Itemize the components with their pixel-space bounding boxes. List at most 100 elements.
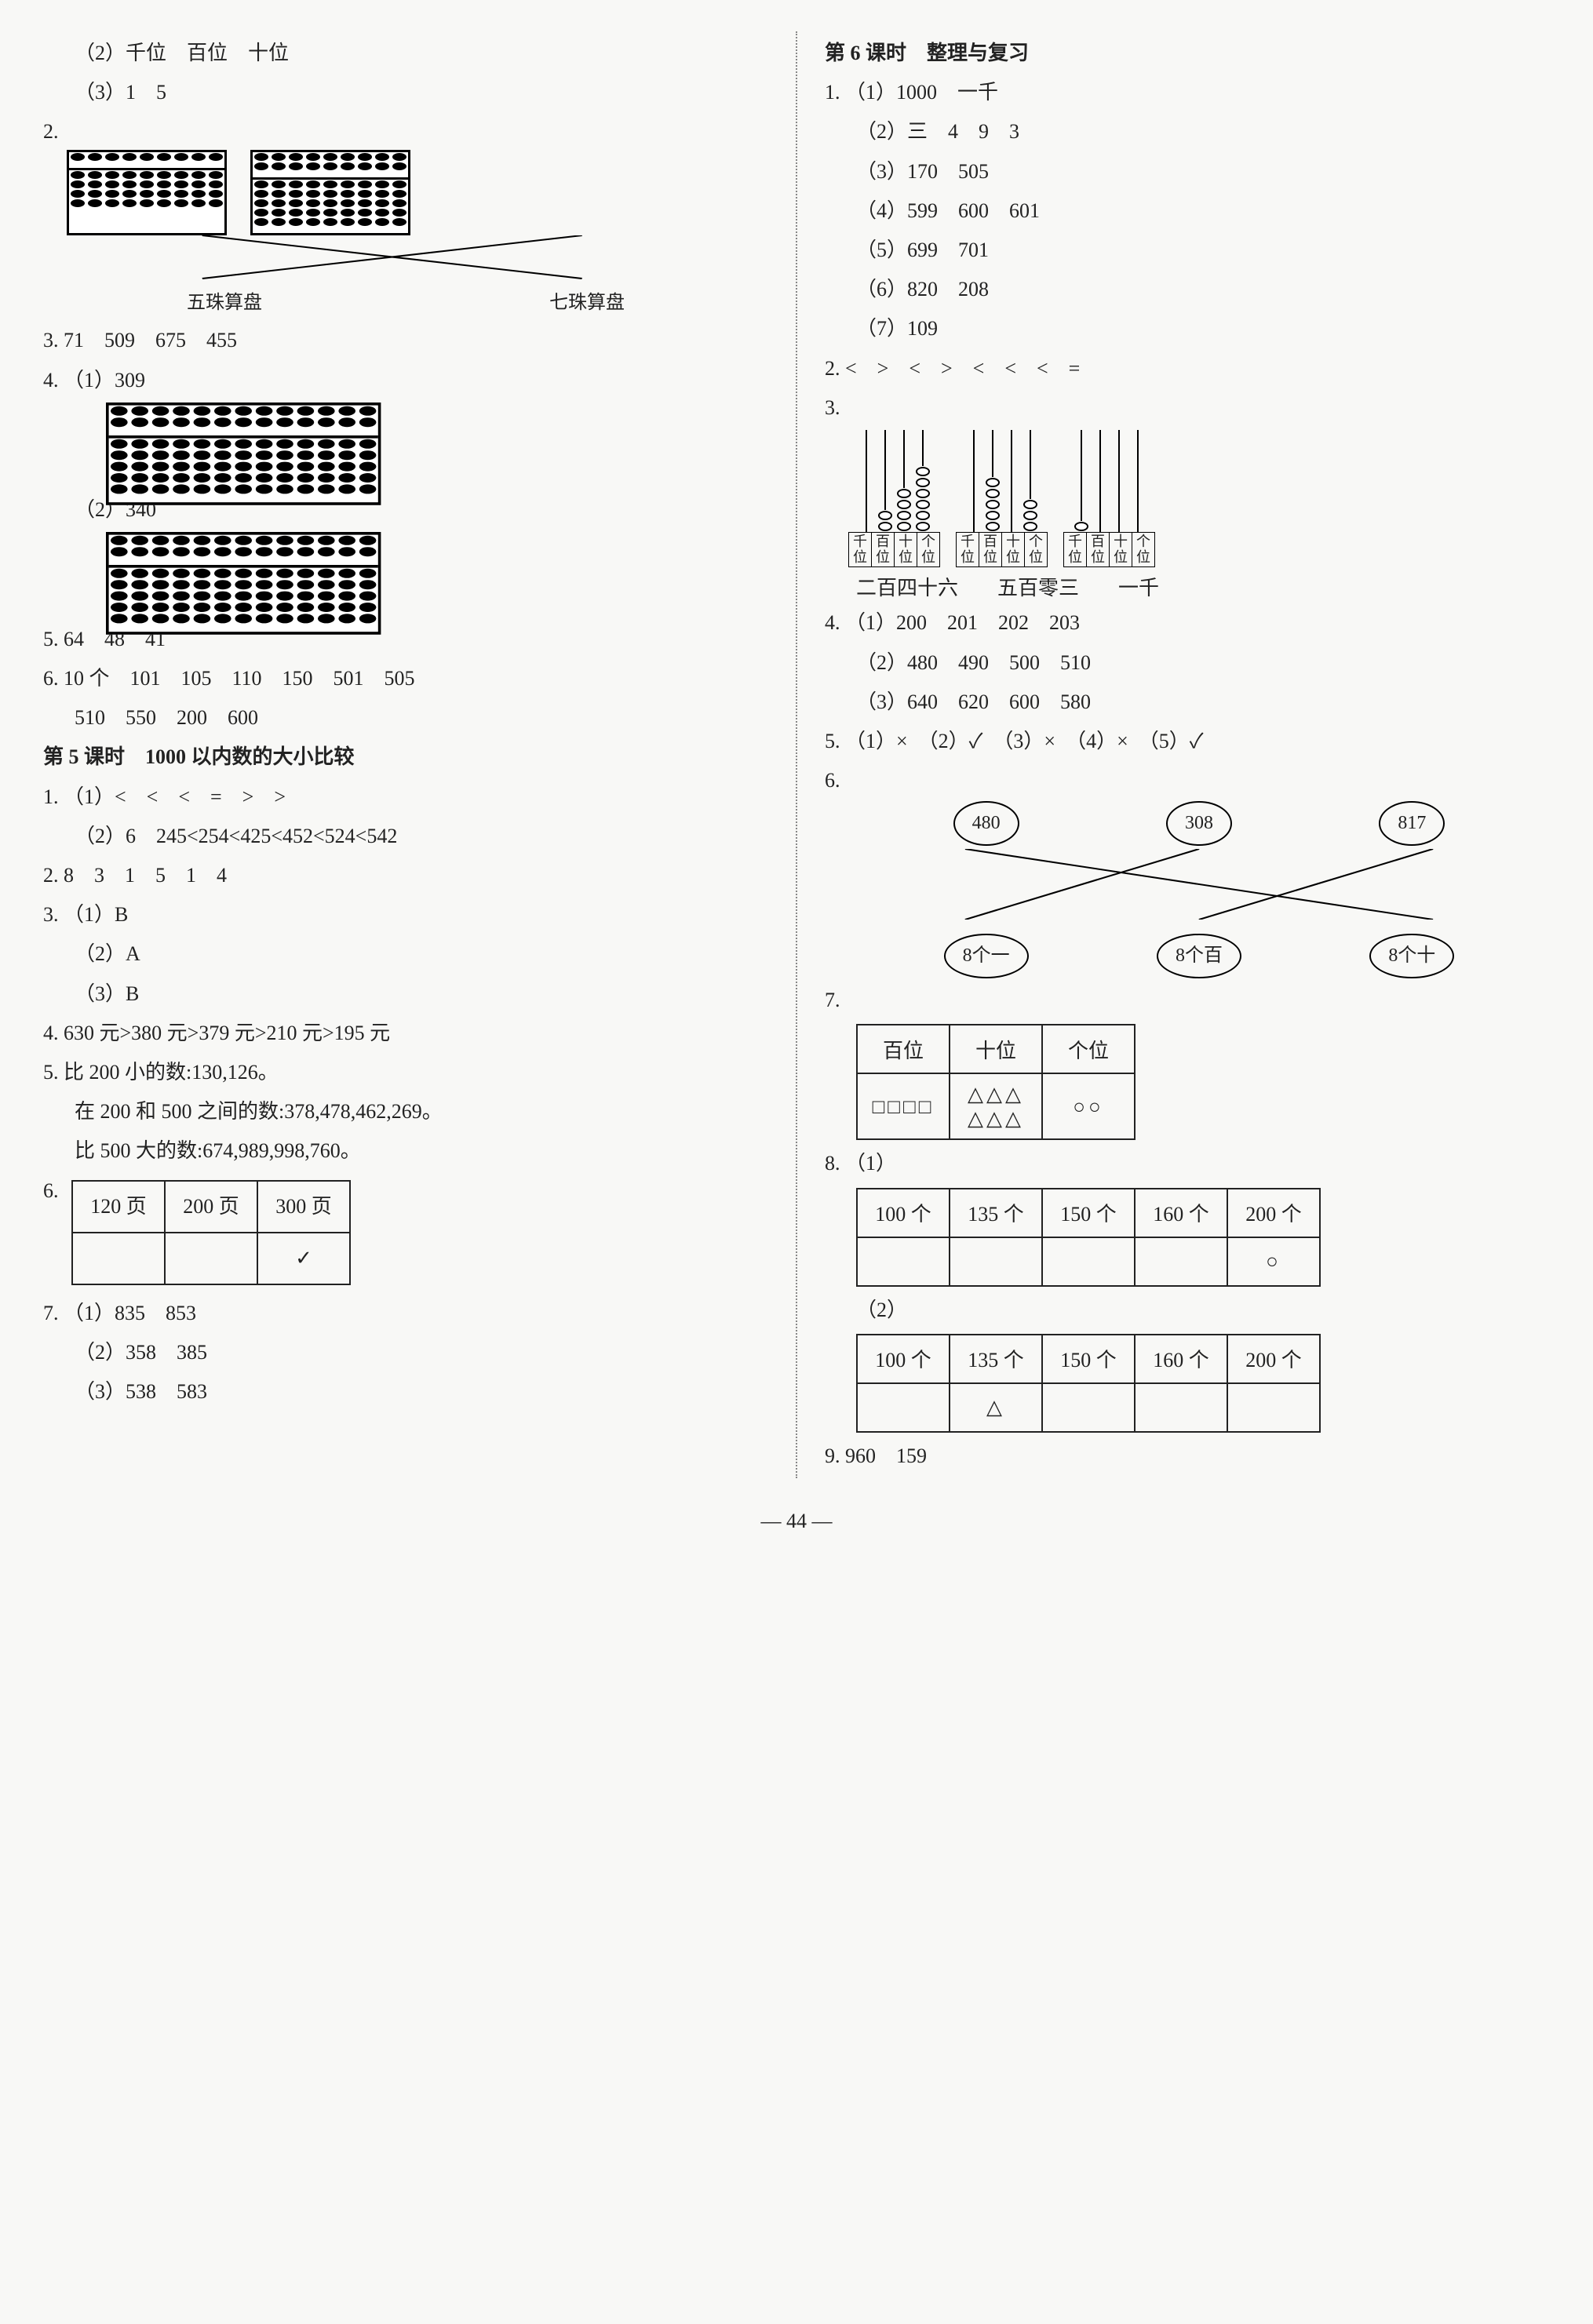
match-bottom: 8个一 8个百 8个十: [880, 934, 1518, 978]
table-row: 120 页 200 页 300 页: [72, 1181, 350, 1233]
cell: △△△ △△△: [950, 1073, 1042, 1139]
text: 4. （1）309: [43, 363, 768, 398]
cell-line: △△△: [964, 1106, 1027, 1131]
label-7bead: 七珠算盘: [549, 287, 625, 319]
text: 3. 71 509 675 455: [43, 323, 768, 358]
cell: 135 个: [950, 1189, 1042, 1237]
text: （2）A: [43, 937, 768, 971]
q-number: 6.: [43, 1179, 59, 1202]
cell: [165, 1233, 257, 1284]
abacus-340: [43, 532, 768, 617]
text: （2）: [825, 1293, 1550, 1328]
cell: 120 页: [72, 1181, 165, 1233]
cell: 十位: [950, 1025, 1042, 1073]
oval: 8个百: [1157, 934, 1241, 978]
cell: ✓: [257, 1233, 350, 1284]
text: （5）699 701: [825, 233, 1550, 268]
heading-6: 第 6 课时 整理与复习: [825, 36, 1550, 71]
cell: ○: [1227, 1237, 1320, 1286]
table-row: △: [857, 1383, 1320, 1432]
text: （2）358 385: [43, 1335, 768, 1370]
text: （3）B: [43, 977, 768, 1011]
oval: 8个一: [944, 934, 1029, 978]
cell: ○○: [1042, 1073, 1135, 1139]
column-divider: [796, 31, 797, 1478]
cell: [1227, 1383, 1320, 1432]
heading-5: 第 5 课时 1000 以内数的大小比较: [43, 740, 768, 774]
cell: 160 个: [1135, 1189, 1227, 1237]
table-7: 百位 十位 个位 □□□□ △△△ △△△ ○○: [856, 1024, 1136, 1140]
cell: 百位: [857, 1025, 950, 1073]
oval: 817: [1379, 801, 1445, 846]
table-row: 100 个 135 个 150 个 160 个 200 个: [857, 1189, 1320, 1237]
cell: □□□□: [857, 1073, 950, 1139]
q7: 7.: [825, 983, 1550, 1018]
text: 4. （1）200 201 202 203: [825, 606, 1550, 640]
right-column: 第 6 课时 整理与复习 1. （1）1000 一千 （2）三 4 9 3 （3…: [825, 31, 1550, 1478]
pv-text-row: 二百四十六 五百零三 一千: [856, 572, 1550, 601]
label-5bead: 五珠算盘: [187, 287, 262, 319]
cell: 135 个: [950, 1335, 1042, 1383]
cell: 200 页: [165, 1181, 257, 1233]
pv-text: 二百四十六: [856, 572, 958, 601]
cell: 200 个: [1227, 1189, 1320, 1237]
text: （4）599 600 601: [825, 194, 1550, 228]
text: 3. （1）B: [43, 898, 768, 932]
table-8-1: 100 个 135 个 150 个 160 个 200 个 ○: [856, 1188, 1321, 1287]
text: （2）千位 百位 十位: [43, 36, 768, 71]
text: （2）480 490 500 510: [825, 646, 1550, 680]
text: 1. （1）< < < = > >: [43, 780, 768, 814]
cell: 个位: [1042, 1025, 1135, 1073]
text: 1. （1）1000 一千: [825, 75, 1550, 110]
q6: 6. 480 308 817 8个一 8个百 8个十: [825, 763, 1550, 978]
text: 9. 960 159: [825, 1439, 1550, 1473]
table-8-2: 100 个 135 个 150 个 160 个 200 个 △: [856, 1334, 1321, 1433]
cell-line: △△△: [964, 1082, 1027, 1106]
oval: 480: [953, 801, 1019, 846]
cell: [1042, 1237, 1135, 1286]
q-number: 2.: [43, 120, 59, 143]
text: （3）170 505: [825, 155, 1550, 189]
cell: 200 个: [1227, 1335, 1320, 1383]
cell: [72, 1233, 165, 1284]
table-row: ○: [857, 1237, 1320, 1286]
text: （2）6 245<254<425<452<524<542: [43, 819, 768, 854]
cross-lines: [67, 235, 745, 282]
match-diagram: 480 308 817 8个一 8个百 8个十: [848, 801, 1550, 978]
text: 比 500 大的数:674,989,998,760。: [43, 1134, 768, 1168]
text: （7）109: [825, 311, 1550, 346]
match-lines: [848, 849, 1550, 920]
text: 510 550 200 600: [43, 701, 768, 735]
cell: 100 个: [857, 1189, 950, 1237]
cell: [1135, 1237, 1227, 1286]
table-row: □□□□ △△△ △△△ ○○: [857, 1073, 1135, 1139]
abacus-labels: 五珠算盘 七珠算盘: [43, 287, 768, 319]
table-row: 百位 十位 个位: [857, 1025, 1135, 1073]
cell: [857, 1383, 950, 1432]
page-footer: — 44 —: [39, 1510, 1554, 1533]
oval: 308: [1166, 801, 1232, 846]
text: 2. < > < > < < < =: [825, 352, 1550, 386]
cell: [1042, 1383, 1135, 1432]
cell: [857, 1237, 950, 1286]
cell: △: [950, 1383, 1042, 1432]
text: 在 200 和 500 之间的数:378,478,462,269。: [43, 1095, 768, 1129]
cell: 160 个: [1135, 1335, 1227, 1383]
text: 5. 比 200 小的数:130,126。: [43, 1055, 768, 1090]
text: （2）三 4 9 3: [825, 115, 1550, 149]
abacus-309: [43, 403, 768, 488]
cell: [1135, 1383, 1227, 1432]
table-row: 100 个 135 个 150 个 160 个 200 个: [857, 1335, 1320, 1383]
cell: 100 个: [857, 1335, 950, 1383]
match-top: 480 308 817: [880, 801, 1518, 846]
cell: [950, 1237, 1042, 1286]
text: 4. 630 元>380 元>379 元>210 元>195 元: [43, 1016, 768, 1051]
text: 7. （1）835 853: [43, 1296, 768, 1331]
left-column: （2）千位 百位 十位 （3）1 5 2. 五珠算盘 七珠算盘 3. 71 50…: [43, 31, 768, 1478]
q6-table-row: 6. 120 页 200 页 300 页 ✓: [43, 1174, 768, 1291]
q2: 2. 五珠算盘 七珠算盘: [43, 115, 768, 319]
table-row: ✓: [72, 1233, 350, 1284]
cell: 150 个: [1042, 1335, 1135, 1383]
text: 5. （1）× （2）✓ （3）× （4）× （5）✓: [825, 724, 1550, 759]
table-6: 120 页 200 页 300 页 ✓: [71, 1180, 351, 1285]
